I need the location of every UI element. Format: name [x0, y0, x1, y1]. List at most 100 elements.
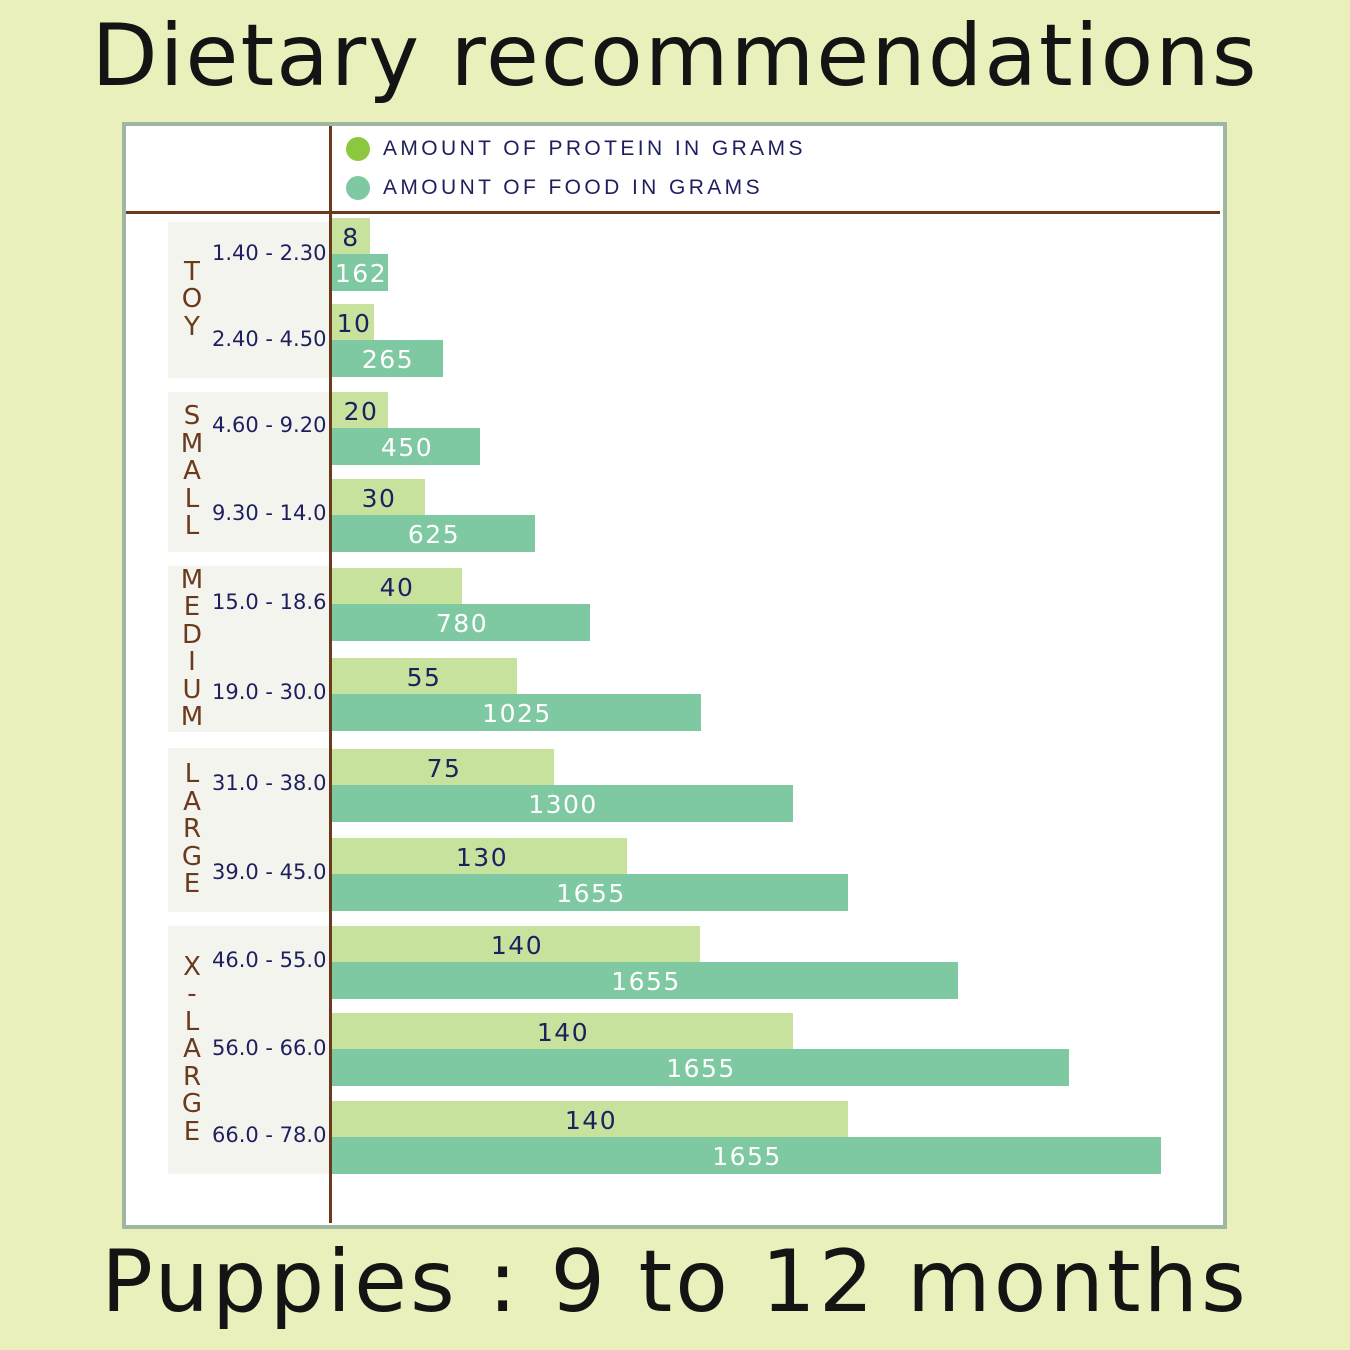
- food-value-label: 1300: [528, 790, 598, 819]
- protein-bar: [332, 218, 370, 255]
- group-box-toy: [168, 222, 329, 378]
- group-letter: E: [183, 592, 201, 622]
- protein-bar: [332, 926, 700, 963]
- protein-value-label: 140: [565, 1106, 617, 1135]
- legend-item-food: AMOUNT OF FOOD IN GRAMS: [346, 173, 763, 203]
- group-letter: M: [180, 702, 204, 732]
- food-bar: [332, 1049, 1069, 1086]
- group-letter: M: [180, 564, 204, 595]
- protein-value-label: 75: [427, 754, 462, 783]
- protein-bar: [332, 392, 388, 429]
- header-divider: [126, 211, 1220, 214]
- group-letter: L: [184, 511, 200, 542]
- food-value-label: 1655: [611, 967, 681, 996]
- group-box-medium: [168, 566, 329, 732]
- food-bar: [332, 428, 480, 465]
- protein-bar: [332, 304, 374, 341]
- category-label: 4.60 - 9.20: [212, 413, 327, 437]
- food-bar: [332, 874, 848, 911]
- group-letter: A: [183, 786, 201, 817]
- protein-bar: [332, 838, 627, 875]
- group-label-x-large: X - L A R G E: [176, 926, 208, 1174]
- category-label: 19.0 - 30.0: [212, 680, 327, 704]
- group-letter: A: [183, 1034, 201, 1065]
- group-letter: G: [181, 1089, 203, 1120]
- group-letter: O: [181, 284, 203, 315]
- food-value-label: 780: [436, 609, 488, 638]
- group-box-large: [168, 748, 329, 912]
- food-bar: [332, 340, 443, 377]
- protein-value-label: 55: [407, 663, 442, 692]
- group-letter: L: [184, 1006, 200, 1037]
- legend-label-food: AMOUNT OF FOOD IN GRAMS: [383, 176, 763, 199]
- group-letter: T: [184, 256, 200, 287]
- group-label-small: S M A L L: [176, 392, 208, 552]
- group-label-toy: T O Y: [176, 222, 208, 378]
- group-letter: G: [181, 841, 203, 872]
- protein-bar: [332, 1101, 848, 1138]
- food-value-label: 265: [362, 345, 414, 374]
- food-bar: [332, 254, 388, 291]
- food-value-label: 450: [381, 433, 433, 462]
- group-letter: I: [188, 647, 196, 677]
- food-bar: [332, 604, 590, 641]
- group-letter: X: [183, 951, 201, 982]
- food-value-label: 1655: [666, 1054, 736, 1083]
- group-letter: E: [183, 1116, 201, 1147]
- category-label: 1.40 - 2.30: [212, 241, 327, 265]
- group-label-medium: M E D I U M: [176, 566, 208, 732]
- legend-item-protein: AMOUNT OF PROTEIN IN GRAMS: [346, 134, 806, 164]
- protein-bar: [332, 749, 554, 786]
- food-value-label: 1655: [556, 879, 626, 908]
- group-letter: R: [182, 814, 202, 845]
- protein-bar: [332, 568, 462, 605]
- category-label: 2.40 - 4.50: [212, 327, 327, 351]
- protein-value-label: 140: [491, 931, 543, 960]
- protein-value-label: 140: [537, 1018, 589, 1047]
- protein-value-label: 10: [337, 309, 372, 338]
- protein-value-label: 130: [456, 843, 508, 872]
- group-letter: -: [187, 979, 197, 1010]
- protein-value-label: 8: [342, 223, 359, 252]
- food-bar: [332, 785, 793, 822]
- chart-subtitle: Puppies : 9 to 12 months: [101, 1232, 1249, 1332]
- group-letter: R: [182, 1061, 202, 1092]
- y-axis-line: [329, 126, 332, 1223]
- category-label: 56.0 - 66.0: [212, 1036, 327, 1060]
- category-label: 15.0 - 18.6: [212, 590, 327, 614]
- group-letter: U: [182, 674, 202, 705]
- food-value-label: 1655: [712, 1142, 782, 1171]
- food-bar: [332, 694, 701, 731]
- legend-swatch-protein: [346, 137, 370, 161]
- group-label-large: L A R G E: [176, 748, 208, 912]
- food-bar: [332, 1137, 1161, 1174]
- protein-value-label: 30: [362, 484, 397, 513]
- protein-bar: [332, 658, 517, 695]
- group-letter: L: [184, 483, 200, 514]
- legend-label-protein: AMOUNT OF PROTEIN IN GRAMS: [383, 137, 806, 160]
- food-bar: [332, 515, 535, 552]
- group-letter: S: [183, 401, 201, 432]
- food-value-label: 162: [335, 259, 387, 288]
- protein-value-label: 40: [380, 573, 415, 602]
- category-label: 46.0 - 55.0: [212, 948, 327, 972]
- group-letter: D: [181, 619, 203, 650]
- group-box-small: [168, 392, 329, 552]
- protein-value-label: 20: [344, 397, 379, 426]
- group-letter: A: [183, 456, 201, 487]
- group-letter: E: [183, 869, 201, 900]
- category-label: 31.0 - 38.0: [212, 771, 327, 795]
- protein-bar: [332, 1013, 793, 1050]
- group-box-x-large: [168, 926, 329, 1174]
- group-letter: Y: [184, 311, 200, 342]
- food-bar: [332, 962, 958, 999]
- group-letter: L: [184, 759, 200, 790]
- protein-bar: [332, 479, 425, 516]
- category-label: 39.0 - 45.0: [212, 860, 327, 884]
- group-letter: M: [180, 428, 204, 459]
- category-label: 66.0 - 78.0: [212, 1123, 327, 1147]
- food-value-label: 625: [408, 520, 460, 549]
- category-label: 9.30 - 14.0: [212, 501, 327, 525]
- legend-swatch-food: [346, 176, 370, 200]
